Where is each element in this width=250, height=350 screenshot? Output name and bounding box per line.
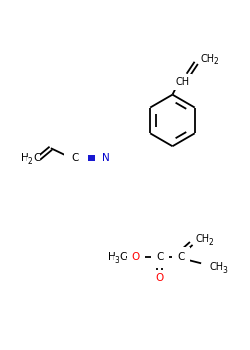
Text: N: N [102, 153, 110, 163]
Text: 3: 3 [222, 266, 227, 275]
Text: CH: CH [175, 77, 190, 87]
Text: CH: CH [195, 234, 209, 245]
Text: 3: 3 [114, 256, 119, 265]
Text: C: C [33, 153, 40, 163]
Text: C: C [119, 252, 126, 262]
Text: C: C [156, 252, 163, 262]
Text: O: O [156, 273, 164, 283]
Text: 2: 2 [208, 238, 213, 247]
Text: H: H [108, 252, 116, 262]
Text: H: H [21, 153, 29, 163]
Text: C: C [178, 252, 185, 262]
Text: CH: CH [209, 262, 223, 272]
Text: 2: 2 [213, 57, 218, 66]
Text: CH: CH [200, 54, 214, 64]
Text: C: C [72, 153, 79, 163]
Text: O: O [132, 252, 140, 262]
Text: 2: 2 [27, 156, 32, 166]
